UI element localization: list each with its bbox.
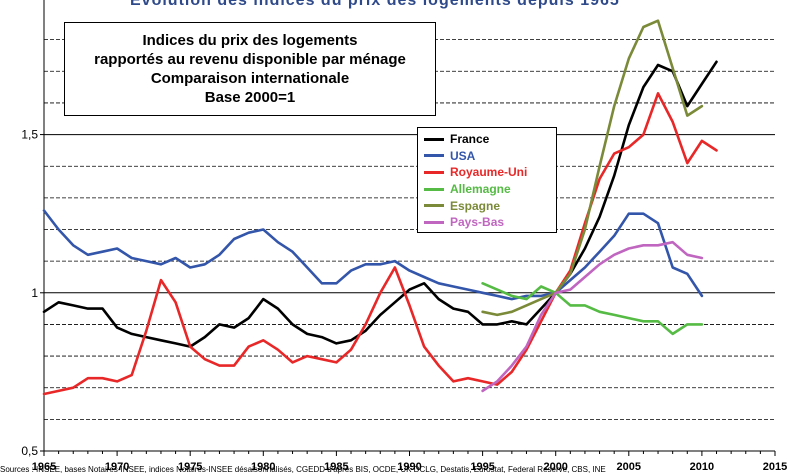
legend-item-allemagne: Allemagne <box>424 181 556 198</box>
x-tick-label: 1975 <box>178 461 202 473</box>
axes <box>40 0 776 456</box>
title-line-1: Indices du prix des logements <box>142 32 358 49</box>
chart-legend: France USA Royaume-Uni Allemagne Espagne… <box>417 127 557 233</box>
series-line-espagne <box>481 19 704 317</box>
legend-swatch <box>424 187 444 191</box>
legend-item-royaume-uni: Royaume-Uni <box>424 164 556 181</box>
legend-swatch <box>424 154 444 158</box>
y-tick-label: 1,5 <box>21 128 38 142</box>
x-tick-label: 1995 <box>470 461 494 473</box>
tick-labels: 1965 1970 1975 1980 1985 1990 1995 2000 2005 2010… <box>21 128 787 473</box>
chart-title-box: Indices du prix des logements rapportés … <box>64 22 436 116</box>
x-tick-label: 1970 <box>105 461 129 473</box>
legend-label: Espagne <box>450 198 501 213</box>
cut-off-chart-heading: Évolution des indices du prix des logeme… <box>130 0 620 9</box>
series-lines <box>42 19 718 396</box>
y-tick-label: 1 <box>31 286 38 300</box>
legend-label: Allemagne <box>450 182 511 197</box>
title-line-3: Comparaison internationale <box>150 70 350 87</box>
legend-item-espagne: Espagne <box>424 197 556 214</box>
source-footnote: Sources : INSEE, bases Notaires-INSEE, i… <box>0 466 606 474</box>
x-tick-label: 1980 <box>251 461 275 473</box>
x-tick-label: 1985 <box>324 461 348 473</box>
title-line-2: rapportés au revenu disponible par ménag… <box>94 51 406 68</box>
legend-item-france: France <box>424 131 556 148</box>
legend-item-pays-bas: Pays-Bas <box>424 214 556 231</box>
x-tick-label: 2010 <box>690 461 714 473</box>
x-tick-label: 1990 <box>397 461 421 473</box>
y-tick-label: 0,5 <box>21 444 38 458</box>
legend-label: Royaume-Uni <box>450 165 528 180</box>
legend-swatch <box>424 170 444 174</box>
x-tick-label: 2000 <box>543 461 567 473</box>
legend-swatch <box>424 220 444 224</box>
series-line-pays-bas <box>481 240 704 393</box>
series-line-royaume-uni <box>42 92 718 396</box>
x-tick-label: 2015 <box>763 461 787 473</box>
legend-label: France <box>450 132 490 147</box>
title-line-4: Base 2000=1 <box>204 89 296 106</box>
series-line-usa <box>42 209 704 301</box>
legend-swatch <box>424 137 444 141</box>
legend-swatch <box>424 204 444 208</box>
series-line-allemagne <box>481 281 704 336</box>
legend-label: USA <box>450 148 476 163</box>
x-tick-label: 2005 <box>617 461 641 473</box>
series-line-france <box>42 60 718 348</box>
legend-label: Pays-Bas <box>450 215 505 230</box>
legend-item-usa: USA <box>424 148 556 165</box>
x-tick-label: 1965 <box>32 461 56 473</box>
